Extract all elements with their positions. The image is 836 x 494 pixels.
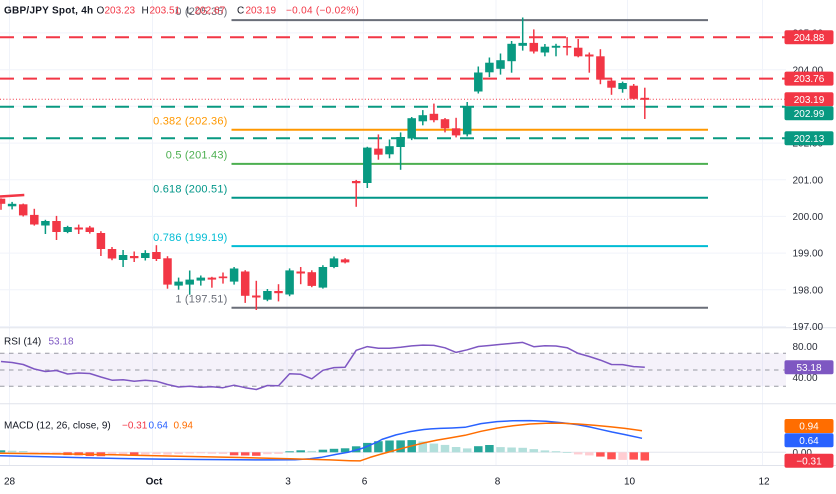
svg-text:0.786 (199.19): 0.786 (199.19) <box>153 232 227 244</box>
svg-text:1 (197.51): 1 (197.51) <box>175 294 227 306</box>
svg-text:−0.04 (−0.02%): −0.04 (−0.02%) <box>286 6 359 17</box>
svg-text:0.618 (200.51): 0.618 (200.51) <box>153 184 227 196</box>
svg-text:8: 8 <box>495 477 501 488</box>
svg-text:12: 12 <box>758 477 770 488</box>
svg-text:40.00: 40.00 <box>793 373 818 384</box>
svg-text:10: 10 <box>624 477 636 488</box>
svg-text:0.94: 0.94 <box>799 422 819 433</box>
svg-text:3: 3 <box>285 477 291 488</box>
svg-text:204.88: 204.88 <box>794 33 825 44</box>
svg-text:201.00: 201.00 <box>793 175 824 186</box>
svg-text:0.5 (201.43): 0.5 (201.43) <box>166 150 228 162</box>
svg-text:80.00: 80.00 <box>793 342 818 353</box>
svg-text:0.64: 0.64 <box>149 421 169 432</box>
svg-text:0.64: 0.64 <box>799 436 819 447</box>
svg-text:H: H <box>142 6 149 17</box>
svg-text:203.23: 203.23 <box>105 6 136 17</box>
svg-text:O: O <box>97 6 105 17</box>
svg-text:RSI (14): RSI (14) <box>4 337 41 348</box>
svg-text:200.00: 200.00 <box>793 212 824 223</box>
svg-text:C: C <box>237 6 244 17</box>
svg-text:203.19: 203.19 <box>794 95 825 106</box>
svg-text:198.00: 198.00 <box>793 285 824 296</box>
svg-text:−0.31: −0.31 <box>796 456 822 467</box>
svg-text:203.76: 203.76 <box>794 74 825 85</box>
svg-text:L: L <box>187 6 193 17</box>
svg-text:203.19: 203.19 <box>246 6 277 17</box>
svg-text:MACD (12, 26, close, 9): MACD (12, 26, close, 9) <box>4 421 111 432</box>
svg-text:202.67: 202.67 <box>195 6 226 17</box>
svg-text:6: 6 <box>362 477 368 488</box>
svg-text:Oct: Oct <box>146 477 163 488</box>
svg-text:0 (205.35): 0 (205.35) <box>175 6 227 18</box>
svg-text:−0.31: −0.31 <box>122 421 148 432</box>
svg-text:203.51: 203.51 <box>150 6 181 17</box>
svg-text:0.00: 0.00 <box>793 448 813 459</box>
svg-text:202.99: 202.99 <box>794 109 825 120</box>
svg-text:0.382 (202.36): 0.382 (202.36) <box>153 116 227 128</box>
svg-text:GBP/JPY Spot, 4h: GBP/JPY Spot, 4h <box>4 6 93 17</box>
svg-text:53.18: 53.18 <box>796 363 821 374</box>
svg-text:53.18: 53.18 <box>49 337 74 348</box>
svg-text:28: 28 <box>4 477 16 488</box>
svg-text:202.13: 202.13 <box>794 134 825 145</box>
svg-text:204.00: 204.00 <box>793 65 824 76</box>
svg-text:199.00: 199.00 <box>793 249 824 260</box>
svg-text:0.94: 0.94 <box>174 421 194 432</box>
svg-text:197.00: 197.00 <box>793 322 824 333</box>
